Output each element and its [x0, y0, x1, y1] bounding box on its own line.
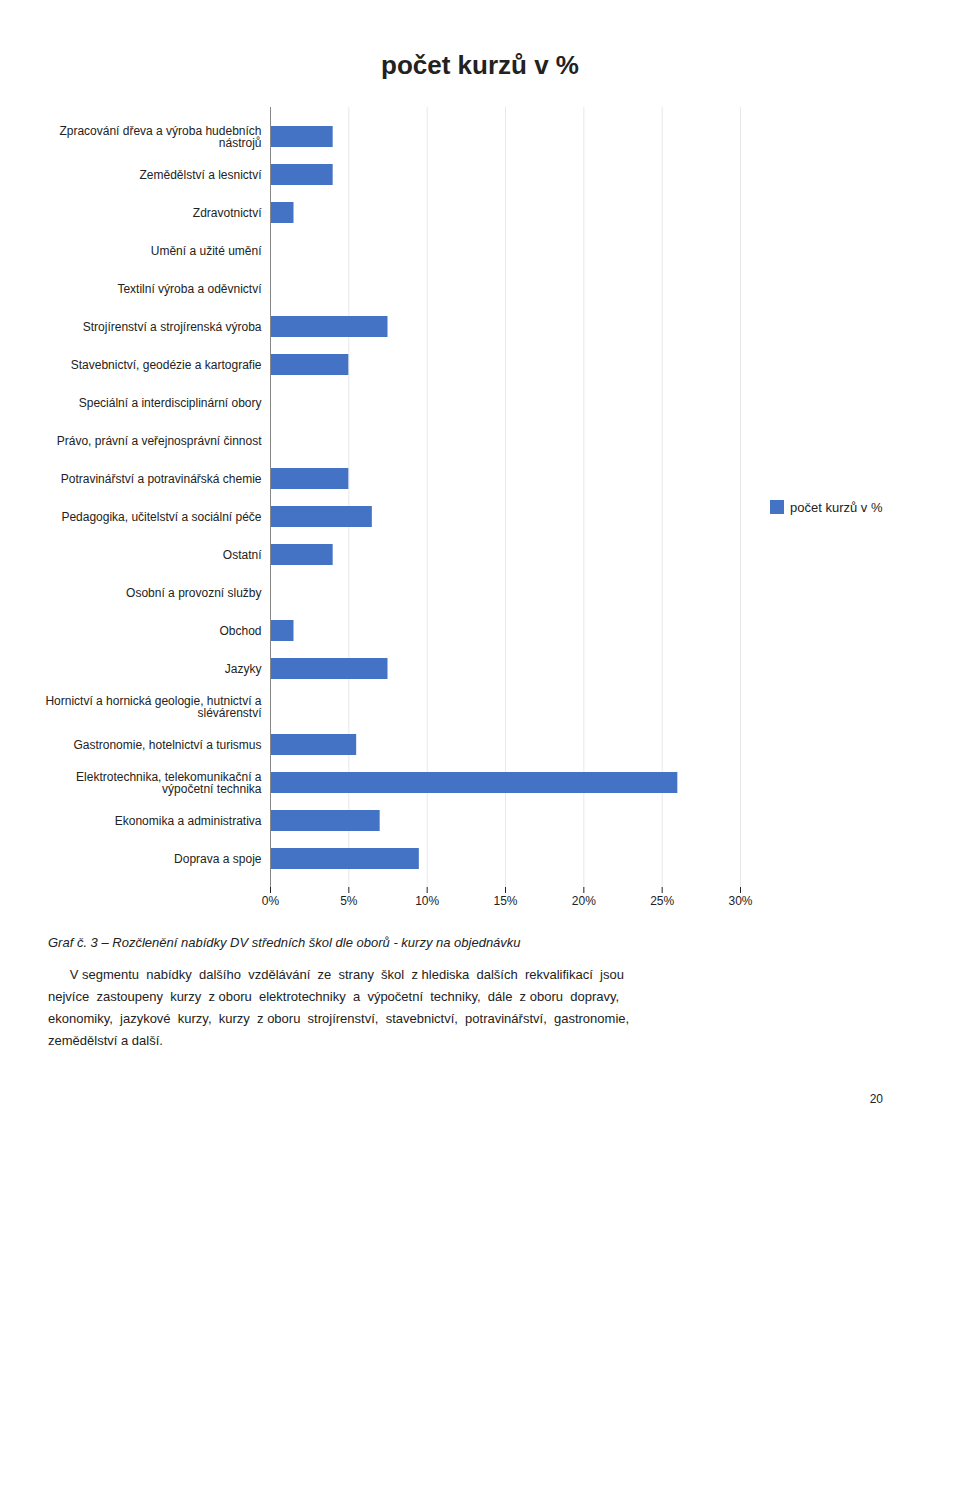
svg-text:Právo, právní a veřejnosprávní: Právo, právní a veřejnosprávní činnost	[57, 434, 262, 448]
svg-text:Gastronomie, hotelnictví a tur: Gastronomie, hotelnictví a turismus	[73, 738, 261, 752]
svg-text:Umění a užité umění: Umění a užité umění	[151, 244, 262, 258]
html-text:počet kurzů v %: počet kurzů v %	[381, 50, 579, 80]
html-text:20: 20	[869, 1092, 883, 1106]
svg-text:Obchod: Obchod	[219, 624, 261, 638]
svg-text:Osobní a provozní služby: Osobní a provozní služby	[126, 586, 261, 600]
svg-text:Zpracování dřeva a výroba hude: Zpracování dřeva a výroba hudebníchnástr…	[59, 124, 261, 150]
svg-text:Zemědělství a lesnictví: Zemědělství a lesnictví	[139, 168, 262, 182]
svg-text:Ekonomika a administrativa: Ekonomika a administrativa	[115, 814, 262, 828]
svg-text:Textilní výroba a oděvnictví: Textilní výroba a oděvnictví	[117, 282, 262, 296]
html-text:počet kurzů v %: počet kurzů v %	[790, 499, 883, 515]
html-text:Graf č. 3 – Rozčlenění nabídky: Graf č. 3 – Rozčlenění nabídky DV středn…	[48, 935, 521, 950]
svg-text:Ostatní: Ostatní	[223, 548, 262, 562]
svg-text:15%: 15%	[493, 894, 517, 908]
html-text:zemědělství a další.: zemědělství a další.	[48, 1033, 163, 1048]
svg-text:10%: 10%	[415, 894, 439, 908]
svg-text:Strojírenství a strojírenská v: Strojírenství a strojírenská výroba	[83, 320, 262, 334]
svg-text:5%: 5%	[340, 894, 358, 908]
svg-text:Zdravotnictví: Zdravotnictví	[193, 206, 262, 220]
svg-text:Stavebnictví, geodézie a karto: Stavebnictví, geodézie a kartografie	[71, 358, 262, 372]
svg-text:20%: 20%	[572, 894, 596, 908]
svg-text:Pedagogika, učitelství a sociá: Pedagogika, učitelství a sociální péče	[61, 510, 261, 524]
svg-text:Hornictví a hornická geologie,: Hornictví a hornická geologie, hutnictví…	[45, 694, 262, 720]
svg-text:0%: 0%	[262, 894, 280, 908]
svg-text:25%: 25%	[650, 894, 674, 908]
html-text:V segmentu nabídky dalšího vzd: V segmentu nabídky dalšího vzdělávání ze…	[48, 967, 624, 982]
svg-text:Doprava a spoje: Doprava a spoje	[174, 852, 262, 866]
svg-text:Elektrotechnika, telekomunikač: Elektrotechnika, telekomunikační avýpoče…	[76, 770, 262, 796]
svg-text:Speciální a interdisciplinární: Speciální a interdisciplinární obory	[79, 396, 262, 410]
html-text:ekonomiky, jazykové kurzy, kur: ekonomiky, jazykové kurzy, kurzy z oboru…	[48, 1011, 630, 1026]
svg-text:30%: 30%	[728, 894, 752, 908]
html-text:nejvíce zastoupeny kurzy z obo: nejvíce zastoupeny kurzy z oboru elektro…	[48, 989, 620, 1004]
svg-text:Potravinářství a potravinářská: Potravinářství a potravinářská chemie	[61, 472, 262, 486]
svg-text:Jazyky: Jazyky	[225, 662, 262, 676]
